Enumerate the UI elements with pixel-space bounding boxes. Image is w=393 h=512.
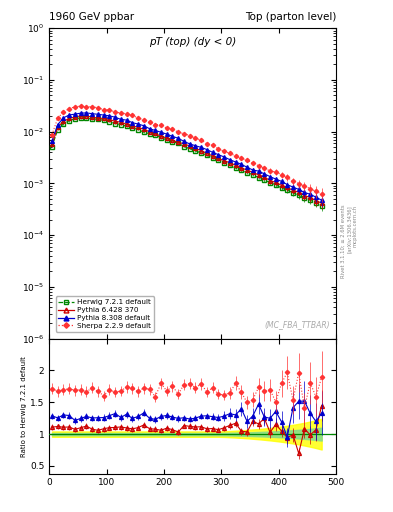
Text: [arXiv:1306.3436]: [arXiv:1306.3436] — [347, 205, 352, 252]
Text: Top (parton level): Top (parton level) — [244, 11, 336, 22]
Text: Rivet 3.1.10; ≥ 2.6M events: Rivet 3.1.10; ≥ 2.6M events — [341, 205, 346, 279]
Text: 1960 GeV ppbar: 1960 GeV ppbar — [49, 11, 134, 22]
Text: (MC_FBA_TTBAR): (MC_FBA_TTBAR) — [264, 321, 330, 329]
Text: pT (top) (dy < 0): pT (top) (dy < 0) — [149, 37, 236, 48]
Y-axis label: Ratio to Herwig 7.2.1 default: Ratio to Herwig 7.2.1 default — [21, 356, 27, 457]
Text: mcplots.cern.ch: mcplots.cern.ch — [352, 205, 357, 247]
Legend: Herwig 7.2.1 default, Pythia 6.428 370, Pythia 8.308 default, Sherpa 2.2.9 defau: Herwig 7.2.1 default, Pythia 6.428 370, … — [55, 296, 154, 332]
